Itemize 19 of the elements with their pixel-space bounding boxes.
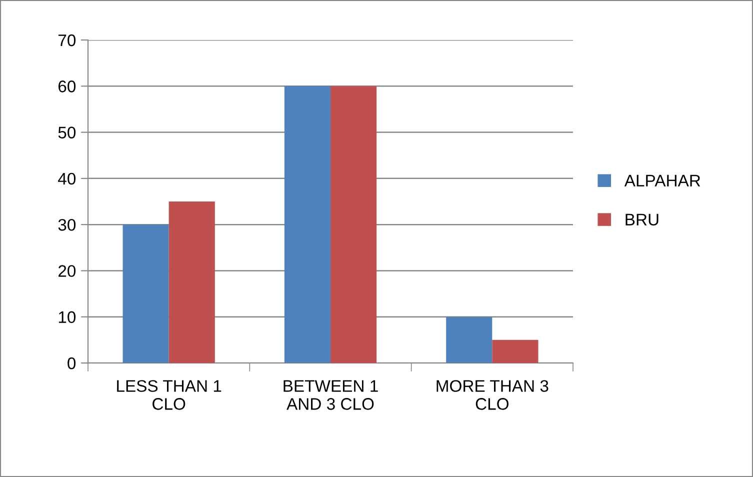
bar — [284, 86, 330, 363]
y-tick-label: 60 — [58, 80, 76, 92]
y-tick-label: 20 — [58, 265, 76, 277]
bar — [168, 202, 215, 363]
y-tick-label: 10 — [58, 311, 76, 324]
legend-label: BRU — [626, 214, 658, 226]
y-tick-label: 0 — [68, 357, 76, 370]
y-tick-label: 30 — [58, 218, 76, 231]
bar — [330, 86, 377, 363]
x-tick-label: MORE THAN 3 CLO — [436, 380, 548, 410]
bar — [492, 340, 538, 363]
x-tick-label: LESS THAN 1 CLO — [117, 380, 222, 410]
y-tick-label: 50 — [58, 126, 76, 138]
bar — [446, 316, 492, 363]
bar — [122, 224, 169, 363]
y-tick-label: 40 — [58, 172, 76, 185]
legend-label: ALPAHAR — [624, 174, 700, 186]
x-tick-label: BETWEEN 1 AND 3 CLO — [284, 380, 378, 410]
y-tick-label: 70 — [58, 34, 76, 46]
